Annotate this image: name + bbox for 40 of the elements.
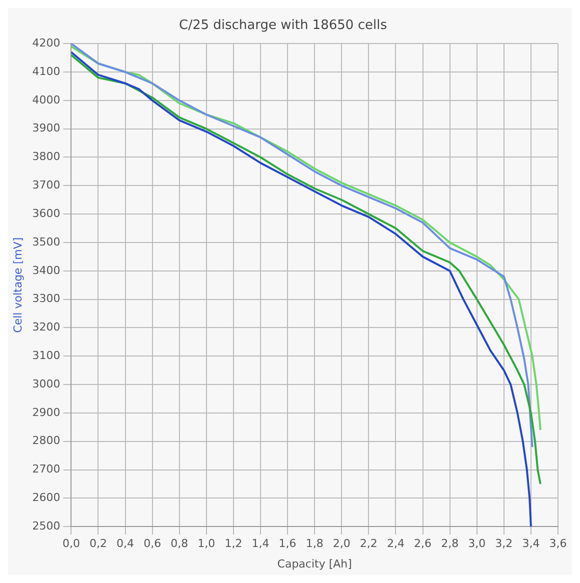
x-tick-label: 2,4	[386, 537, 404, 550]
y-tick-label: 3400	[32, 264, 60, 277]
y-tick-label: 2900	[32, 406, 60, 419]
y-tick-label: 3200	[32, 320, 60, 334]
x-tick-label: 3,0	[468, 537, 486, 550]
x-tick-label: 0,8	[170, 537, 188, 550]
x-axis-title: Capacity [Ah]	[277, 557, 352, 570]
x-tick-label: 0,6	[144, 537, 162, 550]
y-tick-label: 4100	[32, 64, 60, 78]
y-axis-title: Cell voltage [mV]	[11, 237, 24, 333]
chart-title: C/25 discharge with 18650 cells	[179, 18, 388, 34]
x-tick-label: 1,8	[306, 537, 324, 550]
y-tick-label: 4000	[32, 93, 60, 106]
y-tick-label: 3000	[32, 377, 60, 390]
x-tick-label: 2,2	[360, 537, 378, 550]
x-tick-label: 1,2	[224, 537, 242, 550]
x-tick-label: 1,4	[252, 537, 270, 550]
x-tick-label: 1,0	[198, 537, 216, 550]
y-tick-label: 3100	[32, 348, 60, 362]
y-tick-label: 2500	[32, 519, 60, 532]
x-tick-label: 0,0	[62, 537, 80, 550]
x-tick-label: 3,4	[522, 537, 540, 550]
y-tick-label: 2800	[32, 434, 60, 448]
y-tick-label: 3500	[32, 235, 60, 248]
y-tick-label: 3700	[32, 178, 60, 192]
x-tick-label: 1,6	[278, 537, 296, 550]
y-tick-label: 4200	[32, 36, 60, 50]
x-tick-label: 3,2	[495, 537, 513, 550]
y-tick-label: 3800	[32, 150, 60, 164]
y-tick-label: 2700	[32, 462, 60, 476]
x-tick-label: 0,2	[89, 537, 107, 550]
x-tick-label: 2,6	[414, 537, 432, 550]
x-tick-label: 3,6	[549, 537, 567, 550]
x-tick-label: 0,4	[116, 537, 134, 550]
x-tick-label: 2,0	[332, 537, 350, 550]
y-tick-label: 2600	[32, 491, 60, 504]
x-tick-label: 2,8	[441, 537, 459, 550]
y-tick-label: 3300	[32, 292, 60, 306]
y-tick-label: 3600	[32, 206, 60, 220]
y-tick-label: 3900	[32, 122, 60, 135]
